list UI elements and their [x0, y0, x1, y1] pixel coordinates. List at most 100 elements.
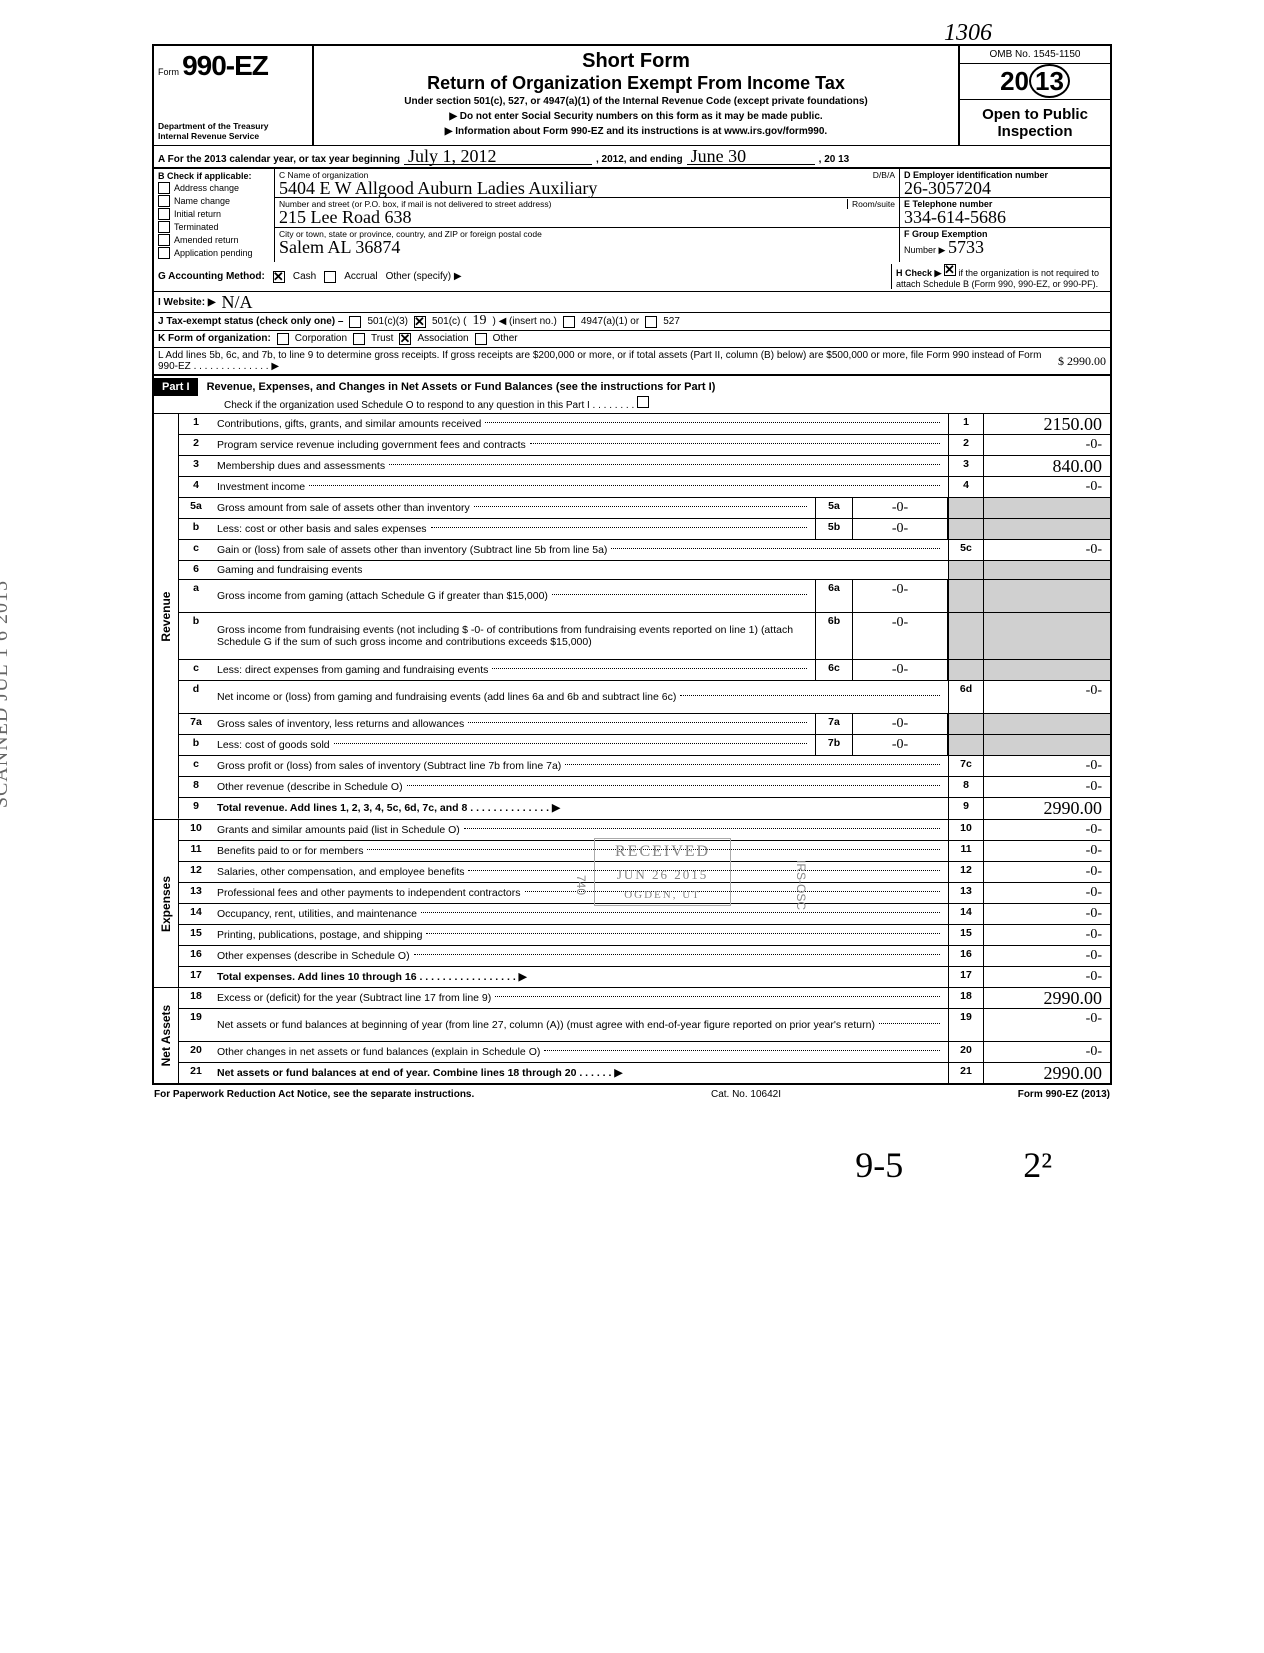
ein-value: 26-3057204 [904, 180, 1106, 196]
inspection: Inspection [962, 123, 1108, 140]
form-990ez: SCANNED JUL 1 6 2015 1306 Form 990-EZ De… [152, 20, 1112, 1186]
received-stamp: RECEIVED JUN 26 2015 OGDEN, UT [594, 838, 731, 906]
org-name: 5404 E W Allgood Auburn Ladies Auxiliary [279, 180, 895, 196]
line-16-value: -0- [983, 946, 1110, 966]
col-b: B Check if applicable: Address change Na… [154, 169, 275, 262]
line-8-value: -0- [983, 777, 1110, 797]
line-7c-value: -0- [983, 756, 1110, 776]
handwritten-top: 1306 [152, 20, 1112, 44]
hw-bottom-right: 2² [1023, 1144, 1052, 1186]
checkbox-app-pending[interactable] [158, 247, 170, 259]
checkbox-name-change[interactable] [158, 195, 170, 207]
dept-treasury: Department of the Treasury [158, 121, 308, 131]
row-h-label: H Check ▶ [896, 268, 941, 278]
revenue-section: Revenue 1Contributions, gifts, grants, a… [152, 414, 1112, 819]
row-j-label: J Tax-exempt status (check only one) – [158, 316, 343, 327]
line-12-value: -0- [983, 862, 1110, 882]
part-1-sub: Check if the organization used Schedule … [224, 400, 634, 411]
row-k-label: K Form of organization: [158, 333, 271, 344]
line-18-value: 2990.00 [983, 988, 1110, 1008]
row-a-tax-year: A For the 2013 calendar year, or tax yea… [152, 145, 1112, 169]
checkbox-527[interactable] [645, 316, 657, 328]
checkbox-4947[interactable] [563, 316, 575, 328]
checkbox-schedule-b[interactable] [944, 264, 956, 276]
meta-rows: G Accounting Method: Cash Accrual Other … [152, 262, 1112, 376]
line-19-value: -0- [983, 1009, 1110, 1041]
line-9-value: 2990.00 [983, 798, 1110, 818]
footer-left: For Paperwork Reduction Act Notice, see … [154, 1089, 474, 1100]
tel-value: 334-614-5686 [904, 209, 1106, 225]
form-footer: For Paperwork Reduction Act Notice, see … [152, 1085, 1112, 1104]
line-14-value: -0- [983, 904, 1110, 924]
return-title: Return of Organization Exempt From Incom… [322, 73, 950, 94]
line-11-value: -0- [983, 841, 1110, 861]
expenses-label: Expenses [154, 820, 179, 987]
part-1-label: Part I [154, 378, 198, 396]
info-note: ▶ Information about Form 990-EZ and its … [322, 126, 950, 137]
scanned-stamp: SCANNED JUL 1 6 2015 [0, 580, 13, 808]
org-address: 215 Lee Road 638 [279, 209, 895, 225]
line-5c-value: -0- [983, 540, 1110, 560]
row-a-end2: , 20 13 [819, 154, 850, 165]
line-21-value: 2990.00 [983, 1063, 1110, 1083]
expenses-section: Expenses 10Grants and similar amounts pa… [152, 819, 1112, 987]
header-grid-bcd: B Check if applicable: Address change Na… [152, 169, 1112, 262]
footer-cat: Cat. No. 10642I [711, 1089, 781, 1100]
period-begin: July 1, 2012 [404, 148, 592, 165]
line-2-value: -0- [983, 435, 1110, 455]
checkbox-amended[interactable] [158, 234, 170, 246]
short-form-title: Short Form [322, 50, 950, 73]
part-1-header: Part I Revenue, Expenses, and Changes in… [152, 376, 1112, 414]
checkbox-501c3[interactable] [349, 316, 361, 328]
irs-label: Internal Revenue Service [158, 131, 308, 141]
checkbox-initial-return[interactable] [158, 208, 170, 220]
checkbox-assoc[interactable] [399, 333, 411, 345]
under-section: Under section 501(c), 527, or 4947(a)(1)… [322, 96, 950, 107]
checkbox-501c[interactable] [414, 316, 426, 328]
checkbox-address-change[interactable] [158, 182, 170, 194]
checkbox-terminated[interactable] [158, 221, 170, 233]
row-a-mid: , 2012, and ending [596, 154, 683, 165]
group-num: 5733 [948, 237, 984, 257]
website-value: N/A [222, 294, 253, 310]
period-end: June 30 [687, 148, 815, 165]
checkbox-trust[interactable] [353, 333, 365, 345]
hw-bottom-left: 9-5 [855, 1144, 903, 1186]
gross-receipts: $ 2990.00 [1058, 356, 1106, 367]
row-i-label: I Website: ▶ [158, 297, 216, 308]
checkbox-schedule-o[interactable] [637, 396, 649, 408]
checkbox-accrual[interactable] [324, 271, 336, 283]
line-15-value: -0- [983, 925, 1110, 945]
form-prefix: Form [158, 67, 179, 77]
group-label: F Group Exemption [904, 229, 1106, 239]
open-public: Open to Public [962, 106, 1108, 123]
line-1-value: 2150.00 [983, 414, 1110, 434]
row-l-text: L Add lines 5b, 6c, and 7b, to line 9 to… [158, 350, 1052, 372]
form-number: 990-EZ [182, 50, 268, 81]
revenue-label: Revenue [154, 414, 179, 819]
part-1-title: Revenue, Expenses, and Changes in Net As… [201, 381, 716, 393]
line-4-value: -0- [983, 477, 1110, 497]
stamp-740: 740 [574, 875, 588, 895]
osc-stamp: IRS-OSC [794, 860, 808, 910]
col-b-title: B Check if applicable: [158, 171, 270, 181]
checkbox-corp[interactable] [277, 333, 289, 345]
line-13-value: -0- [983, 883, 1110, 903]
row-g-label: G Accounting Method: [158, 271, 265, 282]
col-d: D Employer identification number 26-3057… [899, 169, 1110, 262]
tax-year: 20201313 [960, 64, 1110, 100]
line-6d-value: -0- [983, 681, 1110, 713]
line-17-value: -0- [983, 967, 1110, 987]
form-header: Form 990-EZ Department of the Treasury I… [152, 44, 1112, 145]
col-c: C Name of organizationD/B/A 5404 E W All… [275, 169, 899, 262]
checkbox-other-org[interactable] [475, 333, 487, 345]
footer-right: Form 990-EZ (2013) [1018, 1089, 1110, 1100]
bottom-handwriting: 9-5 2² [152, 1104, 1112, 1186]
line-20-value: -0- [983, 1042, 1110, 1062]
netassets-section: Net Assets 18Excess or (deficit) for the… [152, 987, 1112, 1085]
omb-number: OMB No. 1545-1150 [960, 46, 1110, 64]
checkbox-cash[interactable] [273, 271, 285, 283]
netassets-label: Net Assets [154, 988, 179, 1083]
line-10-value: -0- [983, 820, 1110, 840]
line-3-value: 840.00 [983, 456, 1110, 476]
